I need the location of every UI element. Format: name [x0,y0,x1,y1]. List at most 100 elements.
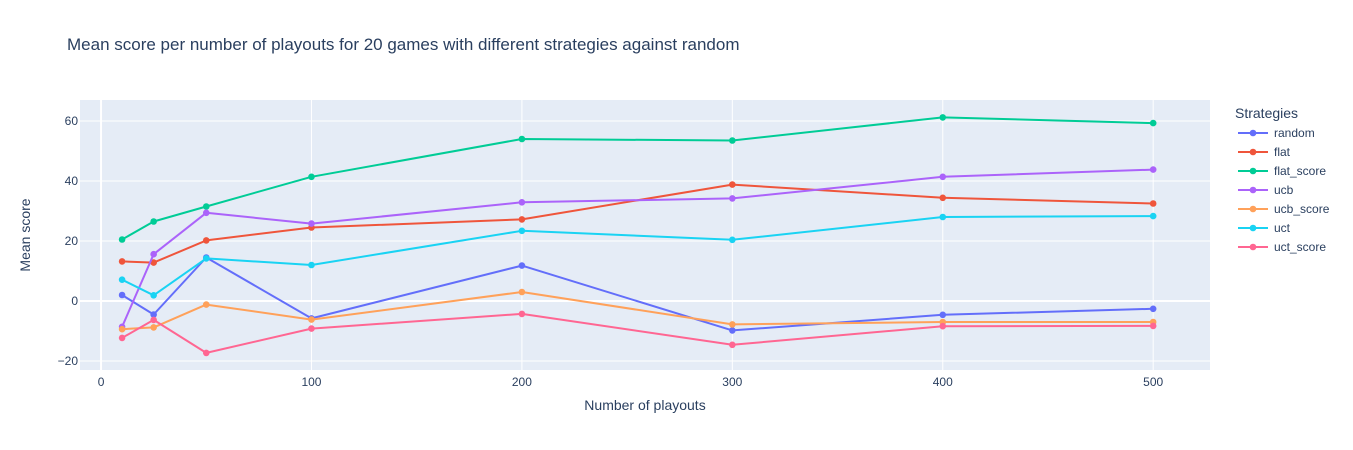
data-point [729,327,736,334]
data-point [1149,305,1157,313]
legend-swatch-marker [1249,205,1257,213]
series-line [121,312,1154,354]
legend-swatch-marker [1249,186,1257,194]
legend-swatch-marker [1249,129,1257,137]
x-tick-label: 300 [722,375,742,389]
data-point [202,255,210,262]
x-tick-label: 200 [512,375,532,389]
gridlines [80,100,1210,370]
x-axis-ticks: 0 100 200 300 400 500 [98,375,1164,389]
data-point [150,311,157,318]
data-point [1149,166,1157,173]
data-point [518,199,526,206]
legend-label: uct_score [1274,240,1326,254]
series-flat [118,181,1157,266]
x-axis-title: Number of playouts [584,397,705,413]
legend-item-flat_score[interactable]: flat_score [1238,164,1326,178]
series-line [121,215,1154,297]
legend-label: ucb [1274,183,1294,197]
chart-title: Mean score per number of playouts for 20… [67,35,740,54]
data-point [202,237,210,244]
series-group [118,114,1157,357]
data-point [1149,322,1157,330]
data-point [729,321,736,328]
data-point [518,262,526,269]
series-ucb [118,166,1157,331]
series-line [122,291,1154,331]
legend-swatch-marker [1249,224,1257,232]
data-point [202,349,210,357]
data-point [939,114,947,121]
data-point [1149,200,1157,207]
legend-item-uct[interactable]: uct [1238,221,1291,235]
data-point [150,250,157,258]
x-tick-label: 400 [933,375,953,389]
data-point [118,334,126,342]
data-point [118,276,126,284]
data-point [308,173,315,181]
legend-item-uct_score[interactable]: uct_score [1238,240,1326,254]
y-tick-label: 40 [65,174,79,188]
data-point [729,137,736,144]
data-point [729,236,736,244]
data-point [518,310,526,318]
legend-swatch-marker [1249,148,1257,156]
legend-title: Strategies [1235,105,1298,121]
legend-item-random[interactable]: random [1238,126,1315,140]
y-tick-label: 0 [71,294,78,308]
legend-swatch-marker [1249,167,1257,175]
x-tick-label: 0 [98,375,105,389]
y-axis-title: Mean score [17,198,33,271]
data-point [939,213,947,221]
legend-label: flat_score [1274,164,1326,178]
data-point [729,195,736,202]
legend-swatch-marker [1249,243,1257,251]
data-point [1149,119,1157,127]
data-point [1149,212,1157,220]
data-point [518,216,526,223]
data-point [150,324,157,331]
series-random [118,254,1157,334]
legend-label: random [1274,126,1315,140]
data-point [118,291,126,299]
data-point [518,227,526,235]
y-tick-label: 20 [65,234,79,248]
y-tick-label: −20 [58,354,79,368]
data-point [939,173,947,181]
legend-item-ucb[interactable]: ucb [1238,183,1294,197]
plot-area [80,100,1210,370]
data-point [202,203,210,210]
data-point [150,259,157,266]
legend-item-ucb_score[interactable]: ucb_score [1238,202,1330,216]
data-point [729,181,736,188]
series-flat_score [118,114,1157,243]
data-point [729,341,736,349]
data-point [518,288,526,296]
series-line [121,256,1154,332]
x-tick-label: 100 [301,375,321,389]
data-point [118,325,126,333]
data-point [308,220,315,227]
data-point [150,218,157,225]
legend-item-flat[interactable]: flat [1238,145,1291,159]
data-point [939,194,947,202]
data-point [150,292,157,299]
data-point [939,311,947,319]
series-line [121,116,1154,241]
legend-label: uct [1274,221,1291,235]
data-point [202,301,210,308]
data-point [150,316,157,324]
data-point [118,258,126,265]
data-point [308,325,315,332]
data-point [118,236,126,243]
x-tick-label: 500 [1143,375,1163,389]
data-point [308,316,315,323]
data-point [518,135,526,143]
series-line [121,168,1154,328]
y-tick-label: 60 [65,114,79,128]
y-axis-ticks: −20 0 20 40 60 [58,114,79,368]
data-point [939,322,947,330]
series-uct [118,212,1157,299]
